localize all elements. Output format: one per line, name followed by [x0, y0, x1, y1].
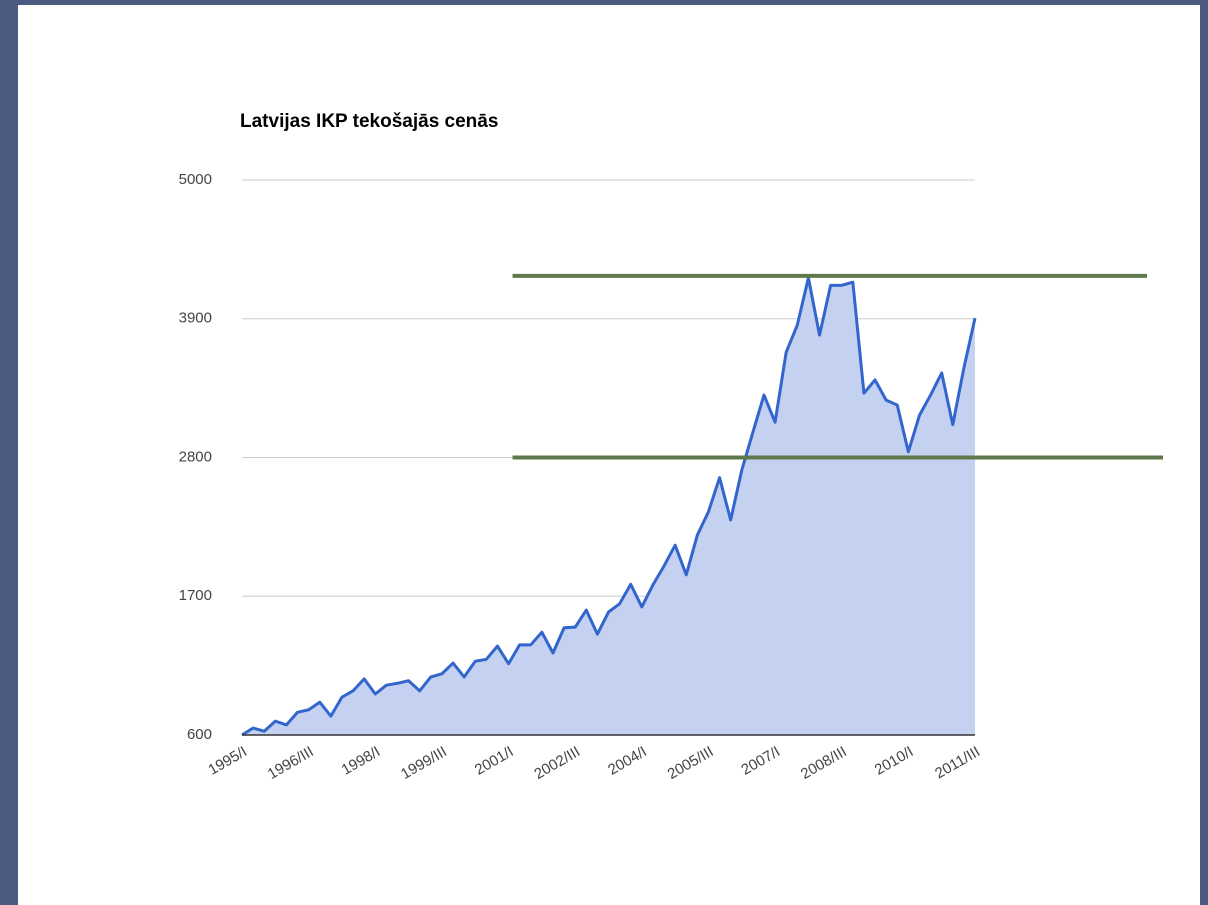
x-tick-label: 2010/I	[872, 743, 917, 779]
x-tick-label: 1996/III	[265, 743, 317, 783]
area-fill	[242, 277, 975, 735]
x-tick-label: 2007/I	[738, 743, 783, 779]
y-tick-label: 600	[187, 726, 212, 743]
x-tick-label: 2008/III	[798, 743, 850, 783]
x-tick-label: 2005/III	[665, 743, 717, 783]
y-tick-label: 1700	[179, 587, 212, 604]
slide-panel	[18, 5, 1200, 905]
x-tick-label: 1998/I	[339, 743, 384, 779]
x-tick-label: 2002/III	[531, 743, 583, 783]
y-tick-label: 2800	[179, 448, 212, 465]
x-tick-label: 1999/III	[398, 743, 450, 783]
y-tick-label: 3900	[179, 310, 212, 327]
x-tick-label: 1995/I	[205, 743, 250, 779]
x-tick-label: 2004/I	[605, 743, 650, 779]
y-tick-label: 5000	[179, 171, 212, 188]
chart-title: Latvijas IKP tekošajās cenās	[240, 111, 498, 132]
area-line	[241, 276, 977, 737]
x-tick-label: 2001/I	[472, 743, 517, 779]
x-tick-label: 2011/III	[932, 743, 983, 782]
